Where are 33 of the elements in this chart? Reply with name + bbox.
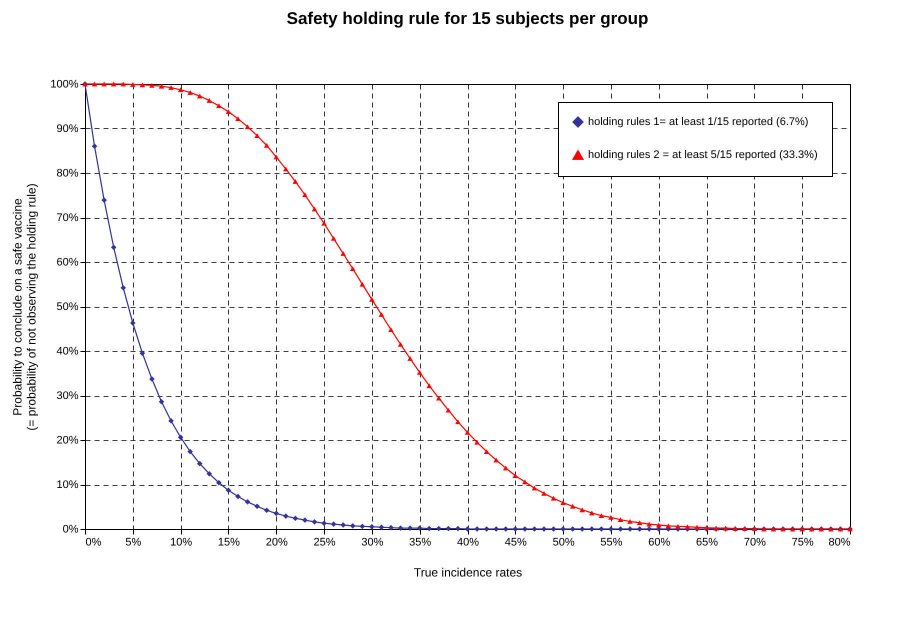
y-tick-label: 40% <box>56 346 79 358</box>
x-tick-label: 80% <box>828 536 851 548</box>
y-tick-label: 10% <box>56 479 79 491</box>
x-tick-label: 40% <box>456 536 480 548</box>
y-tick-label: 100% <box>50 78 79 90</box>
x-tick-label: 15% <box>218 536 240 548</box>
x-tick-label: 0% <box>86 536 102 548</box>
y-tick-label: 0% <box>62 524 79 536</box>
x-tick-label: 35% <box>409 536 432 548</box>
chart-title: Safety holding rule for 15 subjects per group <box>286 9 648 28</box>
x-axis-title: True incidence rates <box>414 566 522 580</box>
x-tick-label: 55% <box>600 536 623 548</box>
y-tick-label: 90% <box>56 123 79 135</box>
y-tick-label: 20% <box>56 434 79 446</box>
y-axis-title: Probability to conclude on a safe vaccine (= probability of not observing the holding rule) <box>10 183 38 431</box>
x-tick-label: 50% <box>552 536 575 548</box>
x-tick-label: 30% <box>361 536 384 548</box>
y-tick-label: 60% <box>56 256 79 268</box>
y-tick-label: 30% <box>56 390 79 402</box>
x-tick-label: 25% <box>314 536 336 548</box>
x-tick-label: 20% <box>266 536 288 548</box>
x-tick-label: 75% <box>792 536 814 548</box>
y-tick-label: 50% <box>56 301 79 313</box>
y-tick-label: 70% <box>56 212 79 224</box>
x-tick-label: 70% <box>744 536 766 548</box>
x-tick-label: 60% <box>648 536 670 548</box>
x-tick-label: 10% <box>170 536 192 548</box>
x-tick-label: 45% <box>504 536 528 548</box>
x-tick-label: 5% <box>125 536 142 548</box>
x-tick-label: 65% <box>696 536 718 548</box>
legend-label: holding rules 1= at least 1/15 reported (6.7%) <box>588 116 808 128</box>
legend-label: holding rules 2 = at least 5/15 reported (33.3%) <box>588 149 818 161</box>
y-tick-label: 80% <box>56 168 79 180</box>
